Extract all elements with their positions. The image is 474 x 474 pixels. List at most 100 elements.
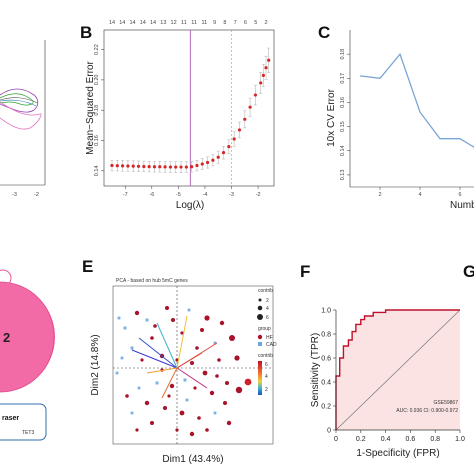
panel-e-point-cad <box>187 308 191 312</box>
panel-c-y-label: 10x CV Error <box>326 88 337 146</box>
panel-b-reference-lines <box>189 30 232 186</box>
panel-b-letter: B <box>80 23 92 42</box>
panel-e-point-hf <box>180 331 184 335</box>
panel-d-venn-edge <box>0 281 55 393</box>
panel-b-point <box>243 117 247 121</box>
panel-c-y-tick-label: 0.17 <box>340 73 346 84</box>
panel-c-x-tick-label: 6 <box>458 192 461 198</box>
panel-b-point <box>248 105 252 109</box>
panel-e-point-hf <box>190 361 194 365</box>
panel-e-x-label: Dim1 (43.4%) <box>162 454 223 465</box>
panel-b-point <box>131 164 135 168</box>
panel-e-loading-arrow <box>131 349 178 369</box>
panel-b-point <box>237 128 242 132</box>
panel-c-x-ticks: 2 4 6 <box>378 187 462 198</box>
panel-f-y-label: Sensitivity (TPR) <box>310 333 321 407</box>
panel-b-top-tick: 6 <box>244 20 247 26</box>
panel-g: G <box>463 262 474 281</box>
panel-e-legend-size-dot-1 <box>258 298 262 302</box>
panel-a-tick-2: -2 <box>34 192 39 198</box>
panel-b-top-tick: 2 <box>264 20 267 26</box>
panel-e-legend-color-title: contrib <box>258 353 273 359</box>
panel-a-curve-green <box>0 93 34 106</box>
panel-e-point-cad <box>145 318 149 322</box>
panel-b-x-ticks: -7 -6 -5 -4 -3 -2 <box>123 186 261 198</box>
panel-b-point <box>110 163 114 168</box>
panel-e-point-hf <box>205 428 209 432</box>
panel-b-x-tick-label: -5 <box>176 192 181 198</box>
panel-f-x-tick-label: 0.6 <box>406 436 416 443</box>
panel-e-point-hf <box>167 394 171 398</box>
panel-e-point-cad <box>130 346 134 350</box>
panel-b-x-tick-label: -4 <box>202 192 207 198</box>
panel-f-x-tick-label: 0.4 <box>381 436 391 443</box>
panel-e-loading-arrow <box>176 315 188 369</box>
panel-b-point <box>200 162 204 166</box>
panel-b-y-tick-label: 0.18 <box>94 105 100 116</box>
panel-f-x-tick-label: 0.8 <box>430 436 440 443</box>
panel-e-legend-color-tick-3: 2 <box>265 387 268 393</box>
panel-b-points <box>110 47 271 173</box>
panel-c-y-tick-label: 0.18 <box>340 49 346 60</box>
panel-c-letter: C <box>318 23 330 42</box>
panel-b-point <box>211 158 215 162</box>
panel-d-intersection-count: 2 <box>3 330 10 345</box>
panel-c-series-line <box>359 52 474 148</box>
panel-b-point <box>184 165 188 169</box>
panel-f-x-tick-label: 0 <box>334 436 338 443</box>
panel-b-top-ticks: 14 14 14 14 14 13 12 11 11 11 9 8 7 6 5 2 <box>109 20 268 26</box>
panel-c-x-tick-label: 4 <box>418 192 421 198</box>
panel-e-y-label: Dim2 (14.8%) <box>90 334 101 395</box>
panel-e-point-hf <box>165 306 169 310</box>
panel-b-point <box>232 137 236 141</box>
panel-b-top-tick: 14 <box>150 20 156 26</box>
panel-e-point-hf <box>175 428 179 432</box>
panel-e-point-cad <box>115 371 119 375</box>
panel-e-point-cad <box>137 386 141 390</box>
panel-b-point <box>120 164 125 168</box>
panel-b: B 14 14 14 14 14 13 12 11 11 11 9 8 7 6 5 2 -7 -6 -5 -4 -3-… <box>80 20 275 211</box>
panel-e-legend-group-hf: HF <box>266 335 273 341</box>
panel-d: 2 raser TET3 <box>0 269 55 441</box>
panel-f-y-tick-label: 0 <box>327 428 331 435</box>
panel-e-legend-size-title: contrib <box>258 288 273 294</box>
panel-b-point <box>115 164 119 168</box>
panel-e-loading-arrow <box>161 367 178 399</box>
panel-b-point <box>190 165 194 169</box>
panel-e-point-cad <box>213 341 217 345</box>
panel-e-point-hf <box>135 428 139 432</box>
panel-f-auc-label: AUC: 0.936 CI: 0.900-0.972 <box>396 408 458 414</box>
panel-b-top-tick: 9 <box>213 20 216 26</box>
panel-b-point <box>227 144 231 149</box>
panel-b-y-tick-label: 0.22 <box>94 44 100 55</box>
panel-e-point-hf <box>134 310 140 316</box>
panel-a-tick-1: -3 <box>12 192 17 198</box>
panel-e-point-hf <box>204 315 210 321</box>
panel-c-y-ticks: 0.18 0.17 0.16 0.15 0.14 0.13 <box>340 49 350 180</box>
panel-b-top-tick: 12 <box>171 20 177 26</box>
panel-e-point-cad <box>130 411 134 415</box>
panel-e-point-hf <box>215 374 219 378</box>
panel-b-y-ticks: 0.14 0.16 0.18 0.20 0.22 <box>94 44 104 176</box>
panel-e-legend-size-label-1: 2 <box>266 298 269 304</box>
panel-b-y-tick-label: 0.14 <box>94 165 100 176</box>
panel-b-top-tick: 14 <box>140 20 146 26</box>
panel-b-y-tick-label: 0.20 <box>94 75 100 86</box>
panel-f-y-ticks: 0 0.2 0.4 0.6 0.8 1.0 <box>321 308 336 435</box>
panel-f-dataset-label: GSE59867 <box>434 400 459 406</box>
panel-b-top-tick: 11 <box>181 20 187 26</box>
panel-b-point <box>253 93 258 97</box>
panel-b-point <box>216 155 220 159</box>
panel-e-subtitle: PCA - based on hub 5mC genes <box>116 278 188 284</box>
panel-b-x-tick-label: -7 <box>123 192 128 198</box>
panel-e-point-hf <box>171 318 175 322</box>
panel-b-y-tick-label: 0.16 <box>94 135 100 146</box>
panel-e-point-hf <box>217 358 221 362</box>
panel-b-top-tick: 5 <box>254 20 257 26</box>
panel-e-legend-group-cad: CAD <box>266 342 277 348</box>
panel-b-point <box>163 165 167 169</box>
panel-e-frame <box>112 285 274 445</box>
panel-b-point <box>158 165 162 169</box>
panel-f-x-ticks: 0 0.2 0.4 0.6 0.8 1.0 <box>334 430 465 443</box>
